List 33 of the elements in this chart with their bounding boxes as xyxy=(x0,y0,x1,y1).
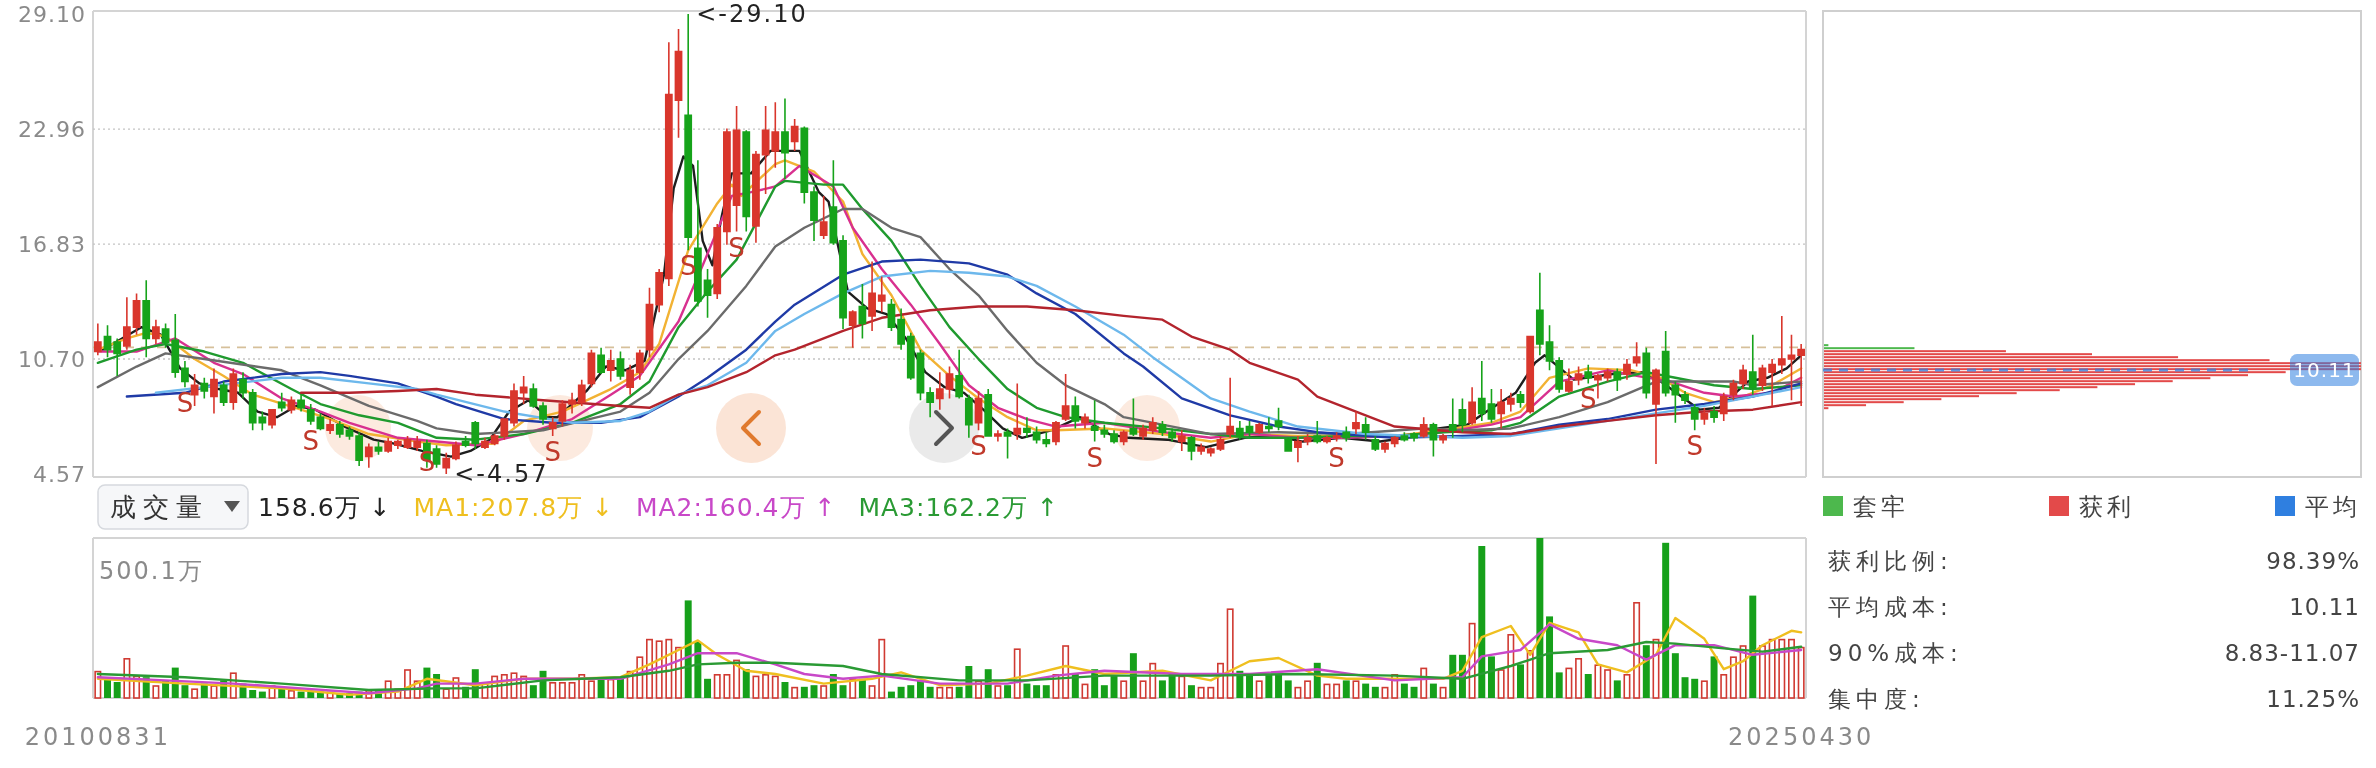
x-tick-label: 20250430 xyxy=(1728,723,1875,751)
text: MA1:207.8万 ↓ xyxy=(413,493,614,522)
text: MA2:160.4万 ↑ xyxy=(635,493,837,522)
annotation: S xyxy=(176,388,194,419)
text: MA3:162.2万 ↑ xyxy=(858,493,1059,522)
text: 平均 xyxy=(2305,493,2361,521)
annotation: S xyxy=(970,431,987,462)
annotation: S xyxy=(1086,442,1103,473)
legend-label: 获利 xyxy=(2079,493,2135,521)
text: 集中度: xyxy=(1828,686,1925,712)
text: 11.25% xyxy=(2266,686,2360,712)
text: 10.11 xyxy=(2289,594,2360,620)
y-tick-label: 29.10 xyxy=(18,1,86,27)
y-tick-label: 4.57 xyxy=(33,461,86,487)
text: 158.6万 ↓ xyxy=(258,493,392,522)
text: 90%成本: xyxy=(1828,640,1963,666)
annotation: S xyxy=(1328,442,1345,473)
y-tick-label: 16.83 xyxy=(18,231,86,257)
chart-title: 成交量 xyxy=(110,492,209,522)
text: 98.39% xyxy=(2266,548,2360,574)
text: 8.83-11.07 xyxy=(2224,640,2360,666)
legend-label: 套牢 xyxy=(1853,493,1909,521)
text: 获利比例: xyxy=(1828,548,1953,574)
x-tick-label: 20100831 xyxy=(24,723,171,751)
text: 平均成本: xyxy=(1828,594,1953,620)
annotation: S xyxy=(728,232,745,263)
y-tick-label: 22.96 xyxy=(18,116,86,142)
annotation: S xyxy=(1686,431,1703,462)
annotation: S xyxy=(1579,384,1597,415)
annotation: <-29.10 xyxy=(696,0,808,28)
y-axis-title: 500.1万 xyxy=(99,557,204,585)
y-tick-label: 10.70 xyxy=(18,346,86,372)
annotation: S xyxy=(302,425,320,456)
